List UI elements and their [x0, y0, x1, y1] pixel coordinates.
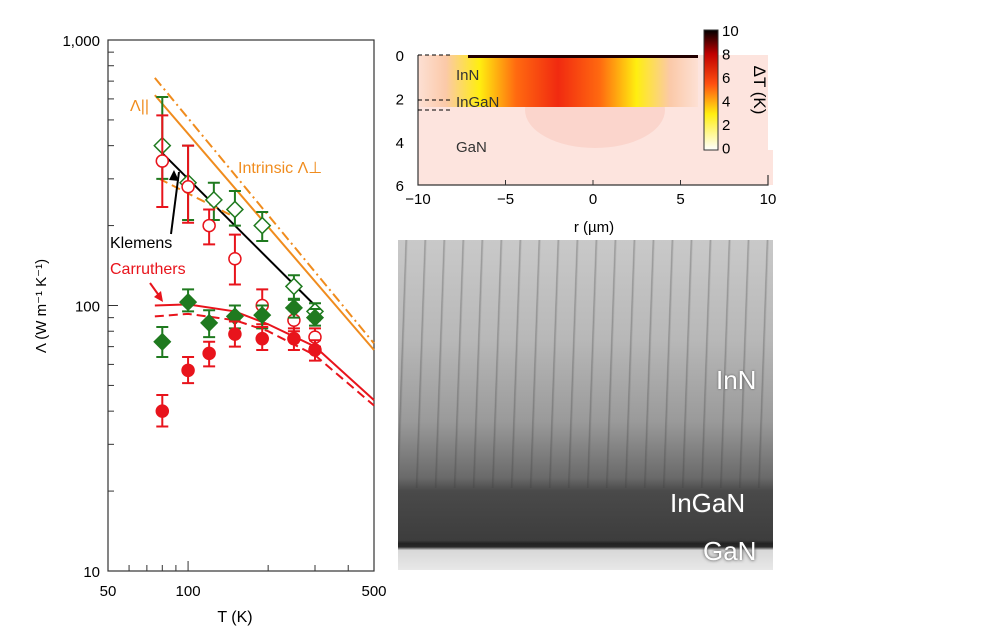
y-tick-label: 1,000	[62, 33, 100, 50]
colorbar-tick-label: 4	[722, 94, 730, 111]
carruthers-arrowhead	[154, 291, 163, 302]
heatmap-label-ingan: InGaN	[456, 94, 499, 111]
data-point-open-circle-red	[228, 251, 242, 266]
heatmap-x-tick-label: −5	[497, 191, 514, 208]
data-point-filled-diamond-green	[253, 306, 272, 325]
data-point-filled-circle-red	[181, 363, 195, 378]
data-point-open-diamond-green	[253, 216, 272, 235]
heatmap-right-fill	[698, 150, 773, 185]
heatmap-label-gan: GaN	[456, 139, 487, 156]
data-point-open-circle-red	[202, 218, 216, 233]
colorbar-tick-label: 10	[722, 23, 739, 40]
y-tick-label: 100	[75, 299, 100, 316]
line-carruthers-dashed	[154, 312, 375, 407]
carruthers-label: Carruthers	[110, 261, 186, 278]
line-orange-dashed	[158, 177, 236, 219]
x-tick-label: 500	[361, 583, 386, 600]
heatmap-y-tick-label: 6	[396, 178, 404, 195]
colorbar	[703, 29, 719, 151]
heatmap-x-tick-label: −10	[405, 191, 430, 208]
data-point-filled-circle-red	[228, 327, 242, 341]
data-point-open-circle-red	[155, 154, 170, 168]
y-tick-label: 10	[83, 564, 100, 581]
data-point-filled-circle-red	[255, 331, 269, 346]
data-point-filled-diamond-green	[179, 293, 198, 312]
heatmap-y-tick-label: 2	[396, 91, 404, 108]
x-axis-label: T (K)	[217, 609, 252, 626]
heatmap-x-tick-label: 5	[676, 191, 684, 208]
heatmap-x-tick-label: 0	[589, 191, 597, 208]
data-point-filled-circle-red	[308, 343, 322, 357]
layer-boundaries	[418, 54, 450, 111]
klemens-arrow	[170, 171, 180, 235]
intrinsic-label: Intrinsic Λ⊥	[238, 160, 322, 177]
x-tick-label: 100	[176, 583, 201, 600]
data-point-open-diamond-green	[204, 190, 223, 209]
plot-frame	[107, 39, 375, 572]
heatmap-x-tick-label: 10	[760, 191, 777, 208]
heatmap-hot-region	[418, 55, 698, 107]
heatmap-top-edge	[468, 55, 698, 58]
data-point-open-diamond-green	[225, 200, 244, 219]
tem-label-gan: GaN	[703, 536, 757, 566]
heatmap-label-inn: InN	[456, 67, 479, 84]
colorbar-tick-label: 6	[722, 70, 730, 87]
klemens-arrowhead	[169, 170, 179, 181]
tem-label-ingan: InGaN	[670, 488, 746, 518]
heatmap-y-tick-label: 4	[396, 135, 404, 152]
tem-micrograph: InN InGaN GaN	[398, 240, 773, 570]
x-tick-label: 50	[100, 583, 117, 600]
tem-label-inn: InN	[716, 365, 757, 395]
heatmap-y-tick-label: 0	[396, 48, 404, 65]
data-point-filled-diamond-green	[153, 332, 172, 351]
y-axis-label: Λ (W m⁻¹ K⁻¹)	[33, 259, 50, 353]
colorbar-tick-label: 8	[722, 47, 730, 64]
data-point-filled-circle-red	[287, 331, 301, 346]
colorbar-tick-label: 2	[722, 117, 730, 134]
heatmap-x-label: r (µm)	[574, 219, 614, 236]
line-intrinsic-lambda-perp	[154, 77, 375, 345]
tem-dislocation-streaks	[398, 240, 773, 488]
data-point-filled-circle-red	[155, 404, 170, 418]
data-point-open-diamond-green	[284, 277, 303, 296]
data-point-filled-diamond-green	[305, 308, 325, 327]
colorbar-label: ΔT (K)	[750, 66, 769, 115]
klemens-label: Klemens	[110, 235, 172, 252]
data-point-filled-diamond-green	[200, 313, 219, 332]
data-point-filled-diamond-green	[284, 298, 303, 317]
data-point-open-circle-red	[181, 180, 195, 194]
lambda-parallel-label: Λ||	[130, 98, 149, 115]
colorbar-tick-label: 0	[722, 141, 730, 158]
data-point-filled-circle-red	[202, 346, 216, 361]
